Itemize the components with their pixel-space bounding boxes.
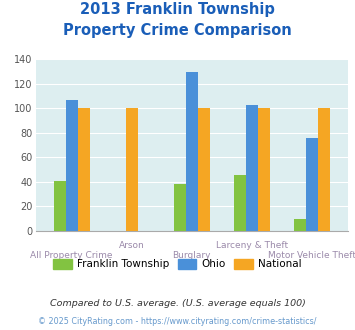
Text: Property Crime Comparison: Property Crime Comparison <box>63 23 292 38</box>
Text: © 2025 CityRating.com - https://www.cityrating.com/crime-statistics/: © 2025 CityRating.com - https://www.city… <box>38 317 317 326</box>
Bar <box>126 109 138 231</box>
Bar <box>294 219 306 231</box>
Legend: Franklin Township, Ohio, National: Franklin Township, Ohio, National <box>49 255 306 274</box>
Bar <box>258 109 270 231</box>
Text: Arson: Arson <box>119 241 144 250</box>
Bar <box>246 105 258 231</box>
Text: Burglary: Burglary <box>173 251 211 260</box>
Text: 2013 Franklin Township: 2013 Franklin Township <box>80 2 275 16</box>
Text: Motor Vehicle Theft: Motor Vehicle Theft <box>268 251 355 260</box>
Bar <box>186 72 198 231</box>
Bar <box>198 109 210 231</box>
Bar <box>234 175 246 231</box>
Bar <box>174 184 186 231</box>
Text: Compared to U.S. average. (U.S. average equals 100): Compared to U.S. average. (U.S. average … <box>50 299 305 308</box>
Text: All Property Crime: All Property Crime <box>30 251 113 260</box>
Bar <box>306 138 318 231</box>
Text: Larceny & Theft: Larceny & Theft <box>216 241 288 250</box>
Bar <box>54 181 66 231</box>
Bar <box>318 109 330 231</box>
Bar <box>77 109 89 231</box>
Bar <box>66 100 77 231</box>
